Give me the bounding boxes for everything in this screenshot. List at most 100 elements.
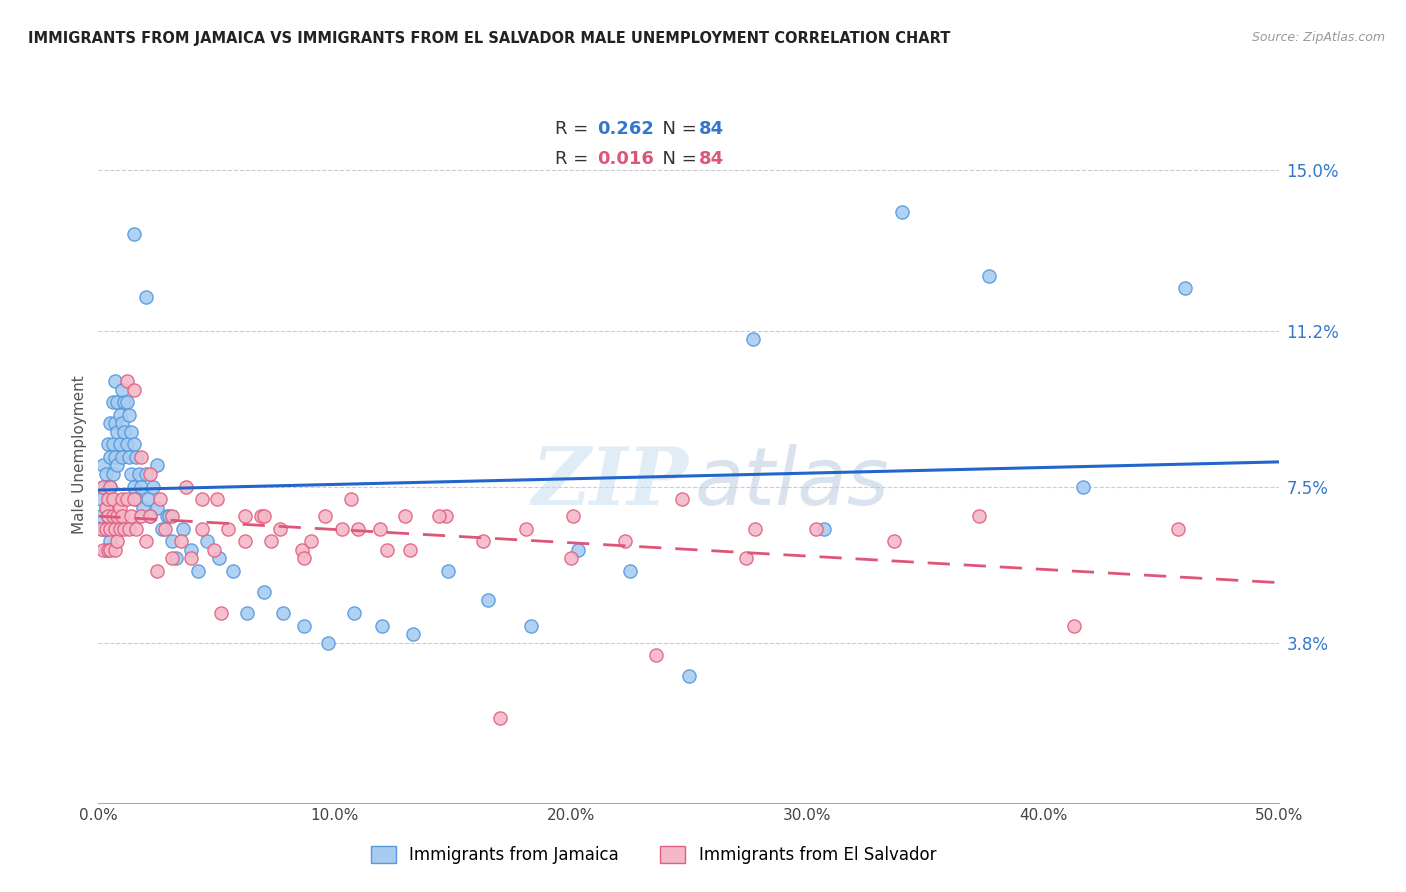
Point <box>115 437 138 451</box>
Point <box>122 437 145 451</box>
Point <box>519 618 541 632</box>
Point <box>101 395 124 409</box>
Point <box>104 522 127 536</box>
Point <box>890 205 912 219</box>
Text: atlas: atlas <box>695 443 890 522</box>
Point <box>94 467 117 481</box>
Point <box>94 500 117 515</box>
Point <box>146 500 169 515</box>
Point <box>401 627 423 641</box>
Point <box>156 509 179 524</box>
Point <box>97 437 120 451</box>
Point <box>115 374 138 388</box>
Point <box>91 542 114 557</box>
Point <box>342 606 364 620</box>
Point <box>292 618 315 632</box>
Point <box>160 534 183 549</box>
Point <box>101 509 124 524</box>
Text: 84: 84 <box>699 120 724 138</box>
Text: 0.016: 0.016 <box>598 150 654 168</box>
Point <box>330 522 353 536</box>
Point <box>314 509 336 524</box>
Text: N =: N = <box>651 150 703 168</box>
Point <box>208 551 231 566</box>
Point <box>122 383 145 397</box>
Point <box>108 500 131 515</box>
Point <box>118 408 141 422</box>
Point <box>125 522 148 536</box>
Point <box>122 227 145 241</box>
Point <box>105 395 128 409</box>
Point <box>111 417 134 431</box>
Point <box>139 467 162 481</box>
Point <box>111 383 134 397</box>
Point <box>157 509 180 524</box>
Point <box>678 669 700 683</box>
Point <box>105 534 128 549</box>
Point <box>269 522 291 536</box>
Point <box>132 500 155 515</box>
Point <box>250 509 273 524</box>
Point <box>744 522 766 536</box>
Point <box>371 618 394 632</box>
Point <box>98 479 121 493</box>
Point <box>560 551 582 566</box>
Point <box>806 522 828 536</box>
Point <box>101 437 124 451</box>
Point <box>195 534 218 549</box>
Point <box>122 479 145 493</box>
Point <box>94 522 117 536</box>
Point <box>121 509 143 524</box>
Point <box>104 417 127 431</box>
Point <box>105 509 128 524</box>
Point <box>105 458 128 473</box>
Point <box>253 585 276 599</box>
Point <box>271 606 294 620</box>
Point <box>290 542 312 557</box>
Point <box>90 522 112 536</box>
Point <box>375 542 398 557</box>
Point <box>128 467 150 481</box>
Point <box>644 648 666 663</box>
Point <box>187 564 209 578</box>
Point <box>299 534 322 549</box>
Point <box>112 395 135 409</box>
Text: R =: R = <box>555 120 595 138</box>
Point <box>146 458 169 473</box>
Point <box>98 534 121 549</box>
Point <box>434 509 457 524</box>
Point <box>741 332 763 346</box>
Point <box>1063 618 1085 632</box>
Point <box>129 509 152 524</box>
Point <box>427 509 450 524</box>
Point <box>883 534 905 549</box>
Point <box>98 522 121 536</box>
Point <box>260 534 283 549</box>
Point <box>316 635 339 649</box>
Point <box>236 606 259 620</box>
Point <box>125 450 148 464</box>
Point <box>91 458 114 473</box>
Point <box>969 509 991 524</box>
Point <box>153 522 176 536</box>
Point <box>91 522 114 536</box>
Point <box>108 408 131 422</box>
Point <box>111 492 134 507</box>
Point <box>292 551 315 566</box>
Text: ZIP: ZIP <box>531 444 689 522</box>
Point <box>149 492 172 507</box>
Point <box>98 542 121 557</box>
Point <box>437 564 460 578</box>
Y-axis label: Male Unemployment: Male Unemployment <box>72 376 87 534</box>
Point <box>98 417 121 431</box>
Point <box>813 522 835 536</box>
Point <box>394 509 416 524</box>
Point <box>136 492 159 507</box>
Text: 0.262: 0.262 <box>598 120 654 138</box>
Point <box>118 522 141 536</box>
Point <box>135 467 157 481</box>
Point <box>94 500 117 515</box>
Point <box>191 492 214 507</box>
Point <box>253 509 276 524</box>
Point <box>104 542 127 557</box>
